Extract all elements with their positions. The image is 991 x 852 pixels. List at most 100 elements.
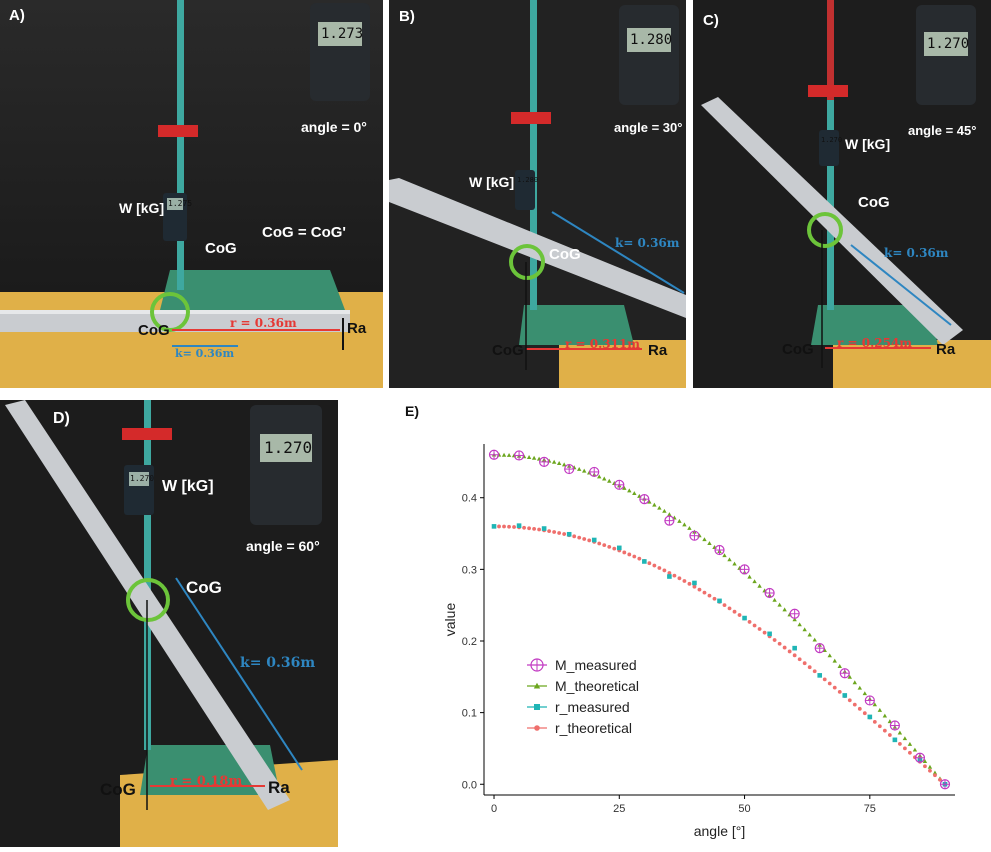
data-point-r-theoretical xyxy=(762,630,767,635)
data-point-r-theoretical xyxy=(652,563,657,568)
clamp xyxy=(808,85,848,97)
protractor xyxy=(807,212,843,248)
data-point-r-measured xyxy=(767,631,772,637)
data-point-r-measured xyxy=(892,737,898,743)
stand-pole xyxy=(177,0,184,290)
cog-label-b: CoG xyxy=(549,246,581,263)
panel-label-c: C) xyxy=(703,12,719,29)
stand-base xyxy=(519,305,634,345)
data-point-r-theoretical xyxy=(622,550,627,555)
scale-reading-c: 1.270 xyxy=(927,36,970,52)
data-point-m-theoretical xyxy=(556,460,562,465)
scale-reading-b: 1.280 xyxy=(630,32,673,48)
data-point-m-theoretical xyxy=(632,491,637,496)
photo-b-scene xyxy=(389,0,686,388)
data-point-m-theoretical xyxy=(832,658,837,663)
data-point-m-theoretical xyxy=(677,518,682,523)
data-point-r-theoretical xyxy=(847,698,852,703)
y-tick-label: 0.3 xyxy=(462,564,477,576)
data-point-m-theoretical xyxy=(862,691,868,696)
w-label-a: W [kG] xyxy=(119,200,165,216)
data-point-r-theoretical xyxy=(547,529,552,534)
data-point-r-theoretical xyxy=(923,764,927,769)
cog-label-c: CoG xyxy=(858,194,890,211)
data-point-r-theoretical xyxy=(857,706,862,711)
data-point-r-theoretical xyxy=(702,590,707,595)
data-point-m-theoretical xyxy=(932,770,938,775)
data-point-r-measured xyxy=(516,523,522,528)
data-point-r-theoretical xyxy=(837,689,842,694)
data-point-m-theoretical xyxy=(912,747,918,752)
data-point-r-theoretical xyxy=(822,677,827,682)
data-point-r-measured xyxy=(817,673,823,678)
data-point-r-theoretical xyxy=(682,579,687,583)
x-tick-label: 75 xyxy=(864,803,876,815)
data-point-r-measured xyxy=(667,574,672,579)
data-point-r-theoretical xyxy=(497,524,501,529)
data-point-r-theoretical xyxy=(737,613,742,617)
ra-label-d: Ra xyxy=(268,778,290,797)
data-point-m-theoretical xyxy=(857,685,862,690)
r-label-b: r = 0.311m xyxy=(565,337,641,351)
data-point-m-theoretical xyxy=(622,485,627,490)
data-point-r-measured xyxy=(717,598,722,604)
hook-scale xyxy=(515,170,535,210)
data-point-r-theoretical xyxy=(597,541,602,546)
data-point-r-theoretical xyxy=(707,593,712,598)
data-point-r-theoretical xyxy=(507,524,511,529)
data-point-r-theoretical xyxy=(512,525,516,529)
y-tick-label: 0.2 xyxy=(462,636,477,648)
data-point-r-theoretical xyxy=(522,525,526,530)
data-point-r-theoretical xyxy=(887,733,892,737)
data-point-r-measured xyxy=(541,526,547,531)
data-point-m-theoretical xyxy=(597,474,602,479)
data-point-m-theoretical xyxy=(877,707,883,712)
data-point-r-theoretical xyxy=(827,681,832,686)
protractor xyxy=(150,292,190,332)
data-point-r-measured xyxy=(616,545,622,551)
hook-scale xyxy=(819,130,839,166)
data-point-r-theoretical xyxy=(667,571,672,575)
x-axis-label: angle [°] xyxy=(694,823,746,839)
data-point-m-theoretical xyxy=(657,505,662,510)
stand-pole xyxy=(144,400,151,750)
data-point-m-theoretical xyxy=(747,574,752,579)
data-point-m-theoretical xyxy=(757,583,762,588)
data-point-r-measured xyxy=(692,580,697,586)
data-point-m-theoretical xyxy=(907,741,913,746)
data-point-r-theoretical xyxy=(537,527,542,532)
photo-panel-a: A) 1.273 1.275 angle = 0° W [kG] CoG CoG… xyxy=(0,0,383,388)
data-point-r-theoretical xyxy=(627,552,632,557)
k-label-c: k= 0.36m xyxy=(884,246,949,260)
clamp xyxy=(122,428,172,440)
data-point-r-measured xyxy=(642,559,647,564)
data-point-r-measured xyxy=(591,537,597,543)
data-point-r-theoretical xyxy=(757,627,762,631)
cog-base-label-c: CoG xyxy=(782,341,814,358)
data-point-r-theoretical xyxy=(602,543,607,548)
protractor xyxy=(509,244,545,280)
data-point-r-theoretical xyxy=(807,665,812,670)
data-point-m-theoretical xyxy=(577,466,582,471)
data-point-r-theoretical xyxy=(677,576,682,581)
k-label-d: k= 0.36m xyxy=(240,655,316,671)
stand-base xyxy=(811,305,938,345)
k-label-a: k= 0.36m xyxy=(175,347,235,360)
data-point-m-theoretical xyxy=(667,512,672,517)
scatter-chart: E) 0.0 0.1 0.2 0.3 0.4 0 25 50 75 angle [°] value M_… xyxy=(405,403,955,839)
data-point-m-theoretical xyxy=(647,499,652,504)
data-point-m-theoretical xyxy=(727,557,732,562)
photo-c-scene xyxy=(693,0,991,388)
data-point-m-theoretical xyxy=(887,719,893,724)
x-tick-label: 0 xyxy=(491,803,497,815)
data-point-r-theoretical xyxy=(697,587,702,592)
digital-scale xyxy=(619,5,679,105)
r-label-d: r = 0.18m xyxy=(170,774,243,789)
data-point-r-theoretical xyxy=(832,685,837,690)
data-point-r-theoretical xyxy=(637,556,642,561)
data-point-m-theoretical xyxy=(782,607,787,612)
data-point-r-theoretical xyxy=(812,669,817,674)
data-point-r-measured xyxy=(742,615,747,621)
data-point-r-theoretical xyxy=(782,645,787,650)
data-point-m-theoretical xyxy=(702,537,707,542)
